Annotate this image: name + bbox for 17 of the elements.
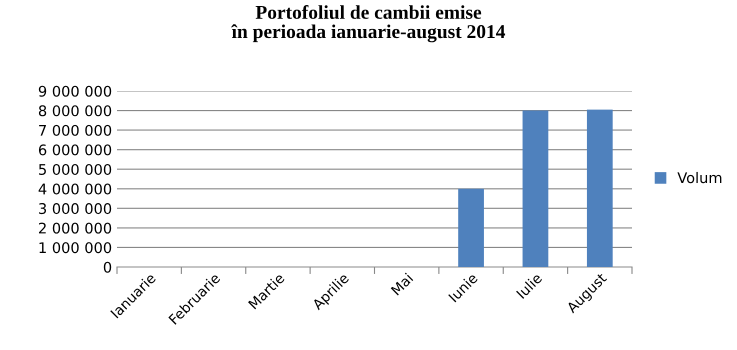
legend-label: Volum [677, 172, 722, 184]
y-tick-label: 3 000 000 [39, 203, 112, 214]
bar [586, 110, 613, 267]
x-tick-label: Mai [390, 272, 414, 296]
bar [522, 110, 548, 267]
y-tick-label: 8 000 000 [38, 105, 112, 116]
y-tick-label: 0 [104, 262, 112, 273]
y-tick-label: 5 000 000 [39, 164, 112, 175]
bar [458, 188, 484, 267]
y-tick-label: 9 000 000 [38, 86, 112, 97]
y-tick-label: 7 000 000 [39, 124, 112, 136]
y-tick-label: 1 000 000 [40, 242, 112, 254]
y-tick-label: 4 000 000 [38, 183, 112, 195]
y-tick-label: 6 000 000 [38, 144, 112, 156]
y-tick-label: 2 000 000 [38, 222, 112, 234]
x-tick-label: Iulie [516, 272, 543, 299]
chart-title: Portofoliul de cambii emise în perioada ianuarie-august 2014 [231, 5, 506, 42]
